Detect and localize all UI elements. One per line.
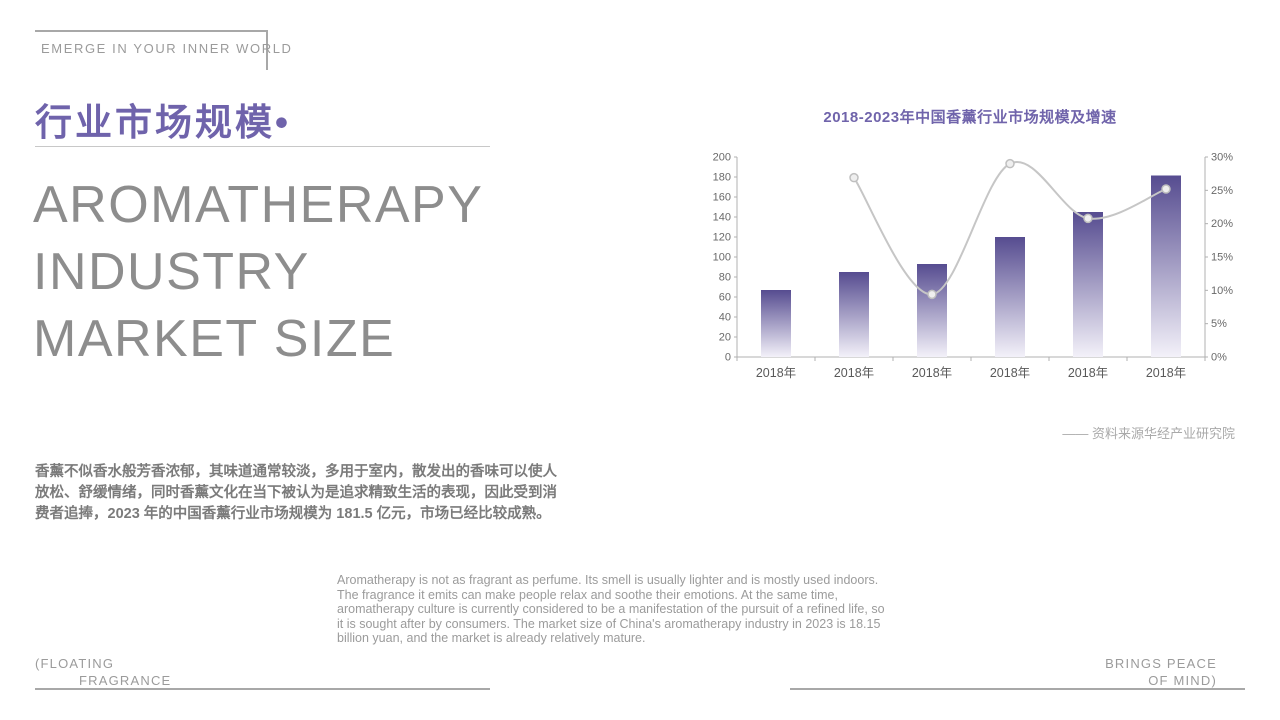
- svg-text:2018年: 2018年: [756, 366, 796, 380]
- svg-text:25%: 25%: [1211, 185, 1233, 197]
- paragraph-cn: 香薰不似香水般芳香浓郁，其味道通常较淡，多用于室内，散发出的香味可以使人放松、舒…: [35, 464, 557, 522]
- footer-rule-right: [790, 688, 1245, 690]
- svg-text:2018年: 2018年: [1068, 366, 1108, 380]
- svg-text:140: 140: [713, 212, 731, 224]
- svg-text:2018年: 2018年: [834, 366, 874, 380]
- svg-text:40: 40: [719, 312, 731, 324]
- svg-text:120: 120: [713, 232, 731, 244]
- svg-text:30%: 30%: [1211, 152, 1233, 164]
- svg-text:2018年: 2018年: [990, 366, 1030, 380]
- source-note: —— 资料来源华经产业研究院: [1062, 426, 1235, 441]
- tagline: EMERGE IN YOUR INNER WORLD: [41, 41, 293, 56]
- page-title-en: AROMATHERAPY INDUSTRY MARKET SIZE: [33, 172, 483, 373]
- svg-text:180: 180: [713, 172, 731, 184]
- title-en-line-2: INDUSTRY: [33, 243, 310, 301]
- svg-text:20%: 20%: [1211, 218, 1233, 230]
- footer-left-line-2: FRAGRANCE: [79, 673, 172, 688]
- paragraph-en: Aromatherapy is not as fragrant as perfu…: [337, 573, 885, 646]
- page-title-cn: 行业市场规模•: [35, 102, 291, 143]
- svg-text:15%: 15%: [1211, 252, 1233, 264]
- svg-text:0: 0: [725, 352, 731, 364]
- svg-text:60: 60: [719, 292, 731, 304]
- svg-text:100: 100: [713, 252, 731, 264]
- svg-text:20: 20: [719, 332, 731, 344]
- bar-line-chart: 0 20 40 60 80 100 120 140 160 180 200 0% 5% 10% 15% 20%…: [713, 152, 1234, 381]
- top-divider-line: [266, 30, 268, 70]
- title-en-line-3: MARKET SIZE: [33, 310, 396, 368]
- chart-title: 2018-2023年中国香薰行业市场规模及增速: [823, 109, 1117, 126]
- svg-text:80: 80: [719, 272, 731, 284]
- svg-text:2018年: 2018年: [912, 366, 952, 380]
- svg-text:10%: 10%: [1211, 285, 1233, 297]
- svg-text:2018年: 2018年: [1146, 366, 1186, 380]
- title-underline: [35, 146, 490, 147]
- footer-right-line-1: BRINGS PEACE: [1105, 656, 1217, 671]
- svg-text:160: 160: [713, 192, 731, 204]
- svg-text:5%: 5%: [1211, 318, 1227, 330]
- footer-left-line-1: (FLOATING: [35, 656, 115, 671]
- footer-right-line-2: OF MIND): [1148, 673, 1217, 688]
- title-en-line-1: AROMATHERAPY: [33, 176, 484, 234]
- footer-rule-left: [35, 688, 490, 690]
- svg-text:200: 200: [713, 152, 731, 164]
- top-rule-line: [35, 30, 267, 32]
- svg-text:0%: 0%: [1211, 352, 1227, 364]
